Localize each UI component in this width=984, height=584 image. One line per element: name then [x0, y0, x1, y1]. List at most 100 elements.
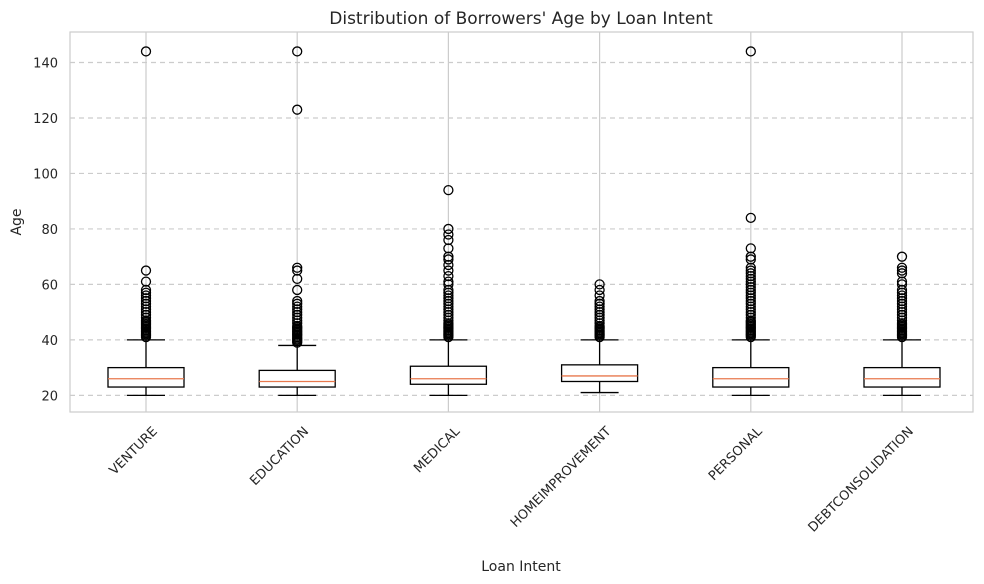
outlier-point — [443, 229, 454, 240]
outlier-point — [594, 318, 605, 329]
outlier-point — [140, 290, 152, 301]
x-axis-label: Loan Intent — [481, 559, 561, 575]
outlier-point — [292, 273, 303, 285]
boxes-layer — [107, 46, 941, 397]
outlier-point — [745, 279, 756, 290]
outlier-point — [745, 293, 756, 304]
outlier-point — [140, 312, 152, 323]
x-tick-label-homeimprovement: HOMEIMPROVEMENT — [508, 424, 615, 531]
outlier-point — [140, 306, 152, 318]
iqr-box — [258, 369, 336, 388]
outlier-point — [745, 265, 756, 276]
outlier-point — [745, 290, 756, 301]
outlier-point — [443, 304, 454, 315]
outlier-point — [745, 298, 756, 309]
outlier-point — [594, 295, 605, 307]
outlier-point — [594, 306, 605, 318]
box-group-venture — [107, 46, 185, 397]
iqr-box — [560, 364, 639, 383]
outlier-point — [443, 265, 454, 276]
outlier-point — [140, 298, 152, 309]
outlier-point — [896, 315, 908, 326]
x-tick-label-debtconsolidation: DEBTCONSOLIDATION — [806, 424, 917, 535]
outlier-point — [896, 306, 908, 318]
iqr-box — [863, 366, 941, 388]
outlier-point — [292, 295, 303, 307]
y-tick-label-120: 120 — [33, 112, 58, 127]
outlier-point — [896, 312, 908, 323]
outlier-point — [896, 276, 908, 287]
outlier-point — [745, 268, 756, 279]
x-tick-label-personal: PERSONAL — [706, 424, 766, 484]
outlier-point — [594, 284, 605, 296]
outlier-point — [745, 282, 756, 293]
y-tick-label-40: 40 — [41, 334, 58, 349]
x-tick-label-medical: MEDICAL — [411, 424, 463, 476]
outlier-point — [745, 251, 756, 262]
outlier-point — [745, 46, 756, 57]
outlier-point — [896, 318, 908, 329]
outlier-point — [292, 298, 303, 309]
outlier-point — [443, 315, 454, 326]
y-axis-label: Age — [9, 208, 25, 235]
outlier-point — [745, 309, 756, 321]
outlier-point — [594, 304, 605, 315]
outlier-point — [896, 284, 908, 296]
outlier-point — [745, 254, 756, 265]
outlier-point — [896, 301, 908, 312]
outlier-point — [896, 268, 908, 279]
outlier-point — [292, 46, 303, 57]
outlier-point — [896, 293, 908, 304]
outlier-point — [140, 295, 152, 307]
outlier-point — [896, 265, 908, 276]
outlier-point — [292, 315, 303, 326]
outlier-point — [896, 279, 908, 290]
outlier-point — [745, 273, 756, 285]
outlier-point — [896, 309, 908, 321]
iqr-box — [107, 366, 185, 388]
outlier-point — [896, 304, 908, 315]
outlier-point — [745, 287, 756, 298]
outlier-point — [140, 284, 152, 296]
outlier-point — [745, 315, 756, 326]
outlier-point — [745, 312, 756, 323]
outlier-point — [292, 104, 303, 115]
y-tick-label-60: 60 — [41, 278, 58, 293]
box-group-education — [258, 46, 336, 397]
outlier-point — [140, 46, 152, 57]
grid-layer — [70, 32, 973, 412]
iqr-box — [712, 366, 790, 388]
outlier-point — [896, 287, 908, 298]
box-group-medical — [409, 184, 488, 397]
y-tick-label-80: 80 — [41, 223, 58, 238]
iqr-box — [409, 365, 488, 385]
outlier-point — [443, 223, 454, 235]
outlier-point — [745, 306, 756, 318]
outlier-point — [745, 301, 756, 312]
outlier-point — [443, 293, 454, 304]
outlier-point — [745, 212, 756, 223]
outlier-point — [745, 243, 756, 254]
outlier-point — [140, 293, 152, 304]
outlier-point — [443, 295, 454, 307]
outlier-point — [292, 318, 303, 329]
outlier-point — [292, 265, 303, 276]
outlier-point — [443, 243, 454, 254]
outlier-point — [443, 259, 454, 271]
outlier-point — [745, 295, 756, 307]
outlier-point — [443, 290, 454, 301]
outlier-point — [745, 270, 756, 282]
outlier-point — [443, 312, 454, 323]
outlier-point — [443, 287, 454, 298]
outlier-point — [443, 279, 454, 290]
outlier-point — [292, 320, 303, 332]
outlier-point — [594, 290, 605, 301]
y-tick-labels: 20 40 60 80 100 120 140 — [33, 57, 58, 405]
outlier-point — [594, 301, 605, 312]
outlier-point — [292, 304, 303, 315]
outlier-point — [292, 284, 303, 296]
outlier-point — [140, 265, 152, 276]
outlier-point — [745, 262, 756, 273]
outlier-point — [292, 312, 303, 323]
